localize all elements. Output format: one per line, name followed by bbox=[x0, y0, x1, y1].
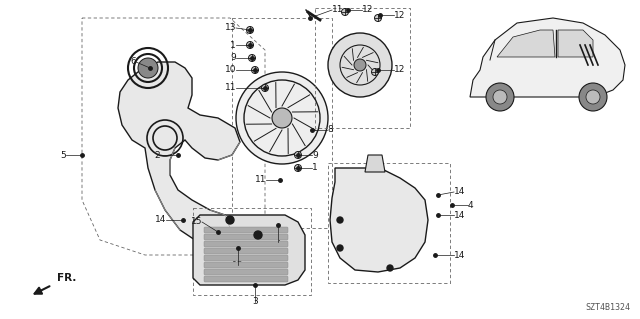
Text: 5: 5 bbox=[60, 151, 66, 160]
Polygon shape bbox=[118, 62, 240, 242]
Text: 15: 15 bbox=[232, 261, 244, 270]
Text: 14: 14 bbox=[155, 216, 166, 225]
FancyBboxPatch shape bbox=[204, 269, 288, 275]
Text: 13: 13 bbox=[225, 24, 236, 33]
Circle shape bbox=[337, 245, 343, 251]
Circle shape bbox=[252, 66, 259, 73]
Text: 12: 12 bbox=[394, 11, 405, 19]
Polygon shape bbox=[470, 18, 625, 97]
Circle shape bbox=[342, 9, 349, 16]
Text: 1: 1 bbox=[230, 41, 236, 49]
Circle shape bbox=[294, 152, 301, 159]
Circle shape bbox=[246, 26, 253, 33]
Circle shape bbox=[493, 90, 507, 104]
Circle shape bbox=[272, 108, 292, 128]
Circle shape bbox=[248, 55, 255, 62]
Text: 1: 1 bbox=[312, 164, 317, 173]
Text: 10: 10 bbox=[225, 65, 236, 75]
Circle shape bbox=[262, 85, 269, 92]
Text: 12: 12 bbox=[362, 5, 373, 14]
Circle shape bbox=[236, 72, 328, 164]
FancyBboxPatch shape bbox=[204, 262, 288, 268]
FancyBboxPatch shape bbox=[204, 241, 288, 247]
Circle shape bbox=[486, 83, 514, 111]
Text: FR.: FR. bbox=[57, 273, 76, 283]
Bar bbox=[315, 8, 410, 128]
FancyBboxPatch shape bbox=[204, 276, 288, 282]
FancyBboxPatch shape bbox=[204, 255, 288, 261]
Text: 14: 14 bbox=[454, 211, 465, 219]
Text: 9: 9 bbox=[230, 54, 236, 63]
Circle shape bbox=[354, 59, 366, 71]
Circle shape bbox=[579, 83, 607, 111]
Polygon shape bbox=[365, 155, 385, 172]
Bar bbox=[328, 163, 450, 283]
Text: 4: 4 bbox=[468, 201, 474, 210]
Text: 7: 7 bbox=[275, 238, 281, 247]
Circle shape bbox=[374, 14, 381, 21]
Circle shape bbox=[246, 41, 253, 48]
Text: 14: 14 bbox=[454, 188, 465, 197]
Text: 2: 2 bbox=[154, 151, 160, 160]
Text: 3: 3 bbox=[252, 298, 258, 307]
Polygon shape bbox=[497, 30, 555, 57]
Circle shape bbox=[586, 90, 600, 104]
Circle shape bbox=[371, 69, 378, 76]
FancyBboxPatch shape bbox=[204, 248, 288, 254]
Circle shape bbox=[294, 165, 301, 172]
Text: SZT4B1324: SZT4B1324 bbox=[585, 303, 630, 312]
Text: 14: 14 bbox=[454, 250, 465, 259]
FancyBboxPatch shape bbox=[204, 234, 288, 240]
Text: 15: 15 bbox=[191, 218, 202, 226]
Circle shape bbox=[226, 216, 234, 224]
Bar bbox=[193, 208, 311, 295]
Text: 11: 11 bbox=[225, 84, 236, 93]
Polygon shape bbox=[193, 215, 305, 285]
Circle shape bbox=[138, 58, 158, 78]
Text: 9: 9 bbox=[312, 151, 317, 160]
Circle shape bbox=[254, 231, 262, 239]
Text: 11: 11 bbox=[332, 5, 344, 14]
FancyBboxPatch shape bbox=[204, 227, 288, 233]
Circle shape bbox=[387, 265, 393, 271]
Text: 8: 8 bbox=[327, 125, 333, 135]
Circle shape bbox=[337, 217, 343, 223]
Circle shape bbox=[328, 33, 392, 97]
Text: 11: 11 bbox=[255, 175, 266, 184]
Polygon shape bbox=[330, 168, 428, 272]
Text: 6: 6 bbox=[131, 57, 136, 66]
Text: 12: 12 bbox=[394, 65, 405, 75]
Polygon shape bbox=[558, 30, 593, 57]
Bar bbox=[232, 18, 332, 228]
